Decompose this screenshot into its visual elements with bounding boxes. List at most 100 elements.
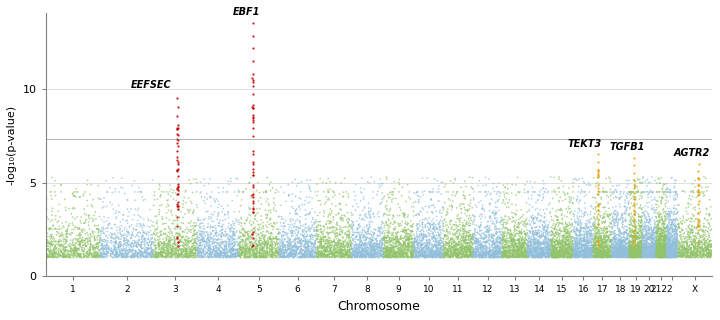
Point — [279, 243, 290, 248]
Point — [654, 247, 665, 252]
Point — [276, 246, 287, 251]
Point — [467, 252, 479, 257]
Point — [619, 253, 631, 258]
Point — [642, 244, 653, 250]
Point — [152, 255, 163, 260]
Point — [171, 136, 183, 141]
Point — [330, 249, 342, 254]
Point — [642, 212, 654, 217]
Point — [399, 241, 410, 246]
Point — [173, 249, 184, 254]
Point — [402, 182, 413, 187]
Point — [352, 230, 364, 235]
Point — [621, 252, 633, 257]
Point — [678, 250, 689, 255]
Point — [386, 252, 397, 258]
Point — [654, 246, 666, 251]
Point — [654, 215, 665, 220]
Point — [274, 236, 286, 242]
Point — [642, 228, 654, 233]
Point — [228, 243, 240, 248]
Point — [284, 250, 296, 255]
Point — [695, 239, 706, 244]
Point — [695, 244, 706, 250]
Point — [662, 254, 673, 259]
Point — [560, 221, 572, 226]
Point — [415, 195, 426, 200]
Point — [396, 249, 408, 254]
Point — [286, 251, 297, 256]
Point — [680, 209, 692, 214]
Point — [292, 217, 303, 222]
Point — [250, 252, 261, 258]
Point — [228, 243, 240, 248]
Point — [595, 242, 606, 247]
Point — [335, 252, 346, 258]
Point — [290, 249, 302, 254]
Point — [572, 227, 583, 232]
Point — [521, 244, 533, 249]
Point — [67, 249, 78, 254]
Point — [608, 250, 620, 255]
Point — [633, 245, 644, 250]
Point — [580, 252, 591, 257]
Point — [330, 250, 341, 255]
Point — [413, 241, 425, 246]
Point — [613, 242, 624, 247]
Point — [473, 246, 485, 251]
Point — [523, 246, 535, 251]
Point — [693, 182, 704, 188]
Point — [252, 242, 264, 247]
Point — [516, 244, 528, 250]
Point — [114, 252, 125, 257]
Point — [111, 225, 122, 230]
Point — [572, 239, 584, 244]
Point — [639, 252, 651, 257]
Point — [661, 247, 672, 252]
Point — [435, 251, 446, 256]
Point — [629, 221, 640, 226]
Point — [581, 237, 593, 243]
Point — [263, 208, 274, 213]
Point — [574, 252, 585, 258]
Point — [406, 223, 418, 228]
Point — [418, 250, 429, 255]
Point — [620, 245, 631, 250]
Point — [637, 240, 649, 245]
Point — [179, 227, 191, 232]
Point — [659, 247, 670, 252]
Point — [458, 189, 469, 195]
Point — [343, 232, 355, 237]
Point — [487, 242, 498, 247]
Point — [629, 250, 641, 255]
Point — [446, 203, 457, 208]
Point — [45, 238, 57, 244]
Point — [332, 250, 343, 255]
Point — [644, 231, 656, 236]
Point — [552, 207, 564, 212]
Point — [601, 251, 613, 256]
Point — [500, 251, 512, 256]
Point — [448, 253, 459, 258]
Point — [385, 231, 397, 236]
Point — [651, 253, 662, 259]
Point — [530, 237, 541, 242]
Point — [452, 251, 464, 256]
Point — [554, 246, 565, 252]
Point — [138, 250, 149, 255]
Point — [129, 238, 140, 243]
Point — [636, 251, 647, 256]
Point — [596, 243, 608, 248]
Point — [371, 242, 382, 247]
Point — [642, 219, 654, 224]
Point — [438, 241, 449, 246]
Point — [291, 244, 302, 249]
Point — [458, 238, 469, 244]
Point — [246, 228, 258, 233]
Point — [588, 242, 600, 247]
Point — [557, 237, 568, 243]
Point — [213, 245, 225, 251]
Point — [423, 238, 435, 243]
Point — [643, 234, 654, 239]
Point — [153, 250, 165, 255]
